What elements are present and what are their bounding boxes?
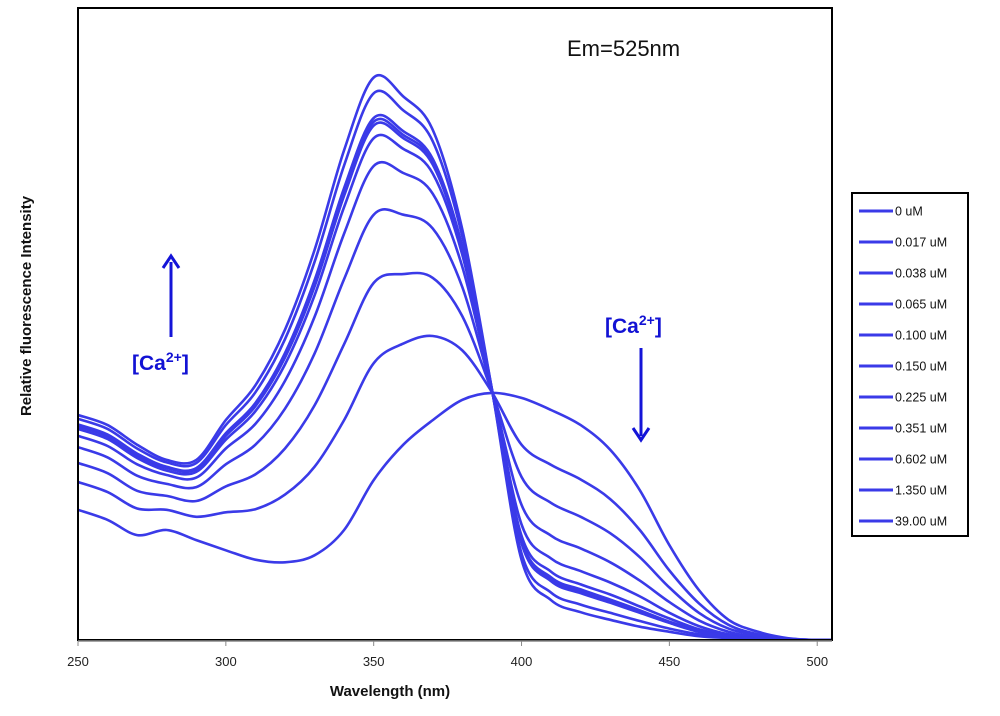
x-axis-label: Wavelength (nm) xyxy=(330,683,450,700)
x-tick-label: 300 xyxy=(215,654,237,669)
series-line-3 xyxy=(77,208,833,642)
arrow-down-head-icon xyxy=(631,427,651,443)
series-layer xyxy=(77,74,833,642)
calcium-annotation-right: [Ca2+] xyxy=(605,312,662,443)
legend-label: 0 uM xyxy=(895,205,923,219)
series-line-0 xyxy=(77,391,833,642)
legend-label: 0.150 uM xyxy=(895,360,947,374)
legend-label: 0.038 uM xyxy=(895,267,947,281)
plot-frame xyxy=(77,7,833,641)
arrow-up-head-icon xyxy=(161,253,181,269)
calcium-annotation-left: [Ca2+] xyxy=(132,253,189,375)
y-axis-label: Relative fluorescence Intensity xyxy=(18,195,35,416)
legend-label: 0.351 uM xyxy=(895,422,947,436)
series-line-2 xyxy=(77,271,833,642)
legend-label: 0.225 uM xyxy=(895,391,947,405)
legend-items: 0 uM 0.017 uM 0.038 uM 0.065 uM 0.100 uM 0.15… xyxy=(859,205,947,529)
x-tick-label: 350 xyxy=(363,654,385,669)
series-line-9 xyxy=(77,89,832,642)
series-line-4 xyxy=(77,160,833,642)
series-line-1 xyxy=(77,334,833,642)
x-tick-label: 400 xyxy=(511,654,533,669)
x-tick-label: 450 xyxy=(659,654,681,669)
legend-label: 39.00 uM xyxy=(895,515,947,529)
x-ticks: 250 300 350 400 450 500 xyxy=(67,641,828,669)
legend-label: 0.065 uM xyxy=(895,298,947,312)
series-line-8 xyxy=(77,113,832,642)
x-tick-label: 250 xyxy=(67,654,89,669)
legend-label: 0.100 uM xyxy=(895,329,947,343)
legend-label: 0.017 uM xyxy=(895,236,947,250)
legend: 0 uM 0.017 uM 0.038 uM 0.065 uM 0.100 uM 0.15… xyxy=(851,192,969,537)
calcium-label-left: [Ca2+] xyxy=(132,349,189,375)
emission-annotation: Em=525nm xyxy=(567,36,680,61)
series-line-10 xyxy=(77,74,832,642)
x-tick-label: 500 xyxy=(806,654,828,669)
legend-label: 1.350 uM xyxy=(895,484,947,498)
calcium-label-right: [Ca2+] xyxy=(605,312,662,338)
legend-label: 0.602 uM xyxy=(895,453,947,467)
